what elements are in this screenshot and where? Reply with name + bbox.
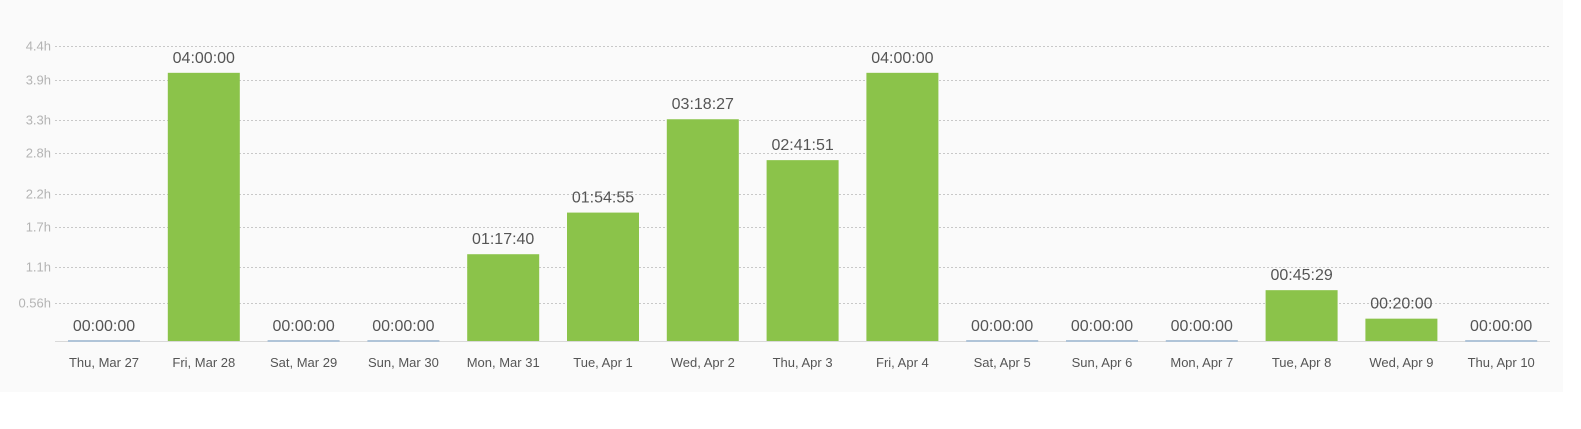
bar[interactable] bbox=[467, 254, 540, 341]
x-tick-label: Thu, Mar 27 bbox=[69, 355, 139, 370]
x-tick-label: Fri, Apr 4 bbox=[876, 355, 929, 370]
bar[interactable] bbox=[167, 72, 240, 342]
data-label: 04:00:00 bbox=[871, 50, 933, 67]
bar-zero[interactable] bbox=[367, 340, 440, 342]
bar-zero[interactable] bbox=[1165, 340, 1238, 342]
bar[interactable] bbox=[567, 212, 639, 341]
x-tick-label: Wed, Apr 9 bbox=[1369, 355, 1433, 370]
x-tick-label: Mon, Apr 7 bbox=[1170, 355, 1233, 370]
x-tick-label: Sat, Apr 5 bbox=[974, 355, 1031, 370]
x-tick-label: Wed, Apr 2 bbox=[671, 355, 735, 370]
data-label: 01:54:55 bbox=[572, 190, 634, 207]
x-tick-label: Mon, Mar 31 bbox=[467, 355, 540, 370]
x-tick-label: Sat, Mar 29 bbox=[270, 355, 337, 370]
data-label: 00:00:00 bbox=[971, 318, 1033, 335]
data-label: 00:00:00 bbox=[272, 318, 334, 335]
y-tick-label: 4.4h bbox=[26, 39, 51, 54]
data-label: 04:00:00 bbox=[173, 50, 235, 67]
bar-zero[interactable] bbox=[966, 340, 1039, 342]
data-label: 00:45:29 bbox=[1270, 267, 1332, 284]
y-axis-tick-labels: 0.56h 1.1h 1.7h 2.2h 2.8h 3.3h 3.9h 4.4h bbox=[18, 39, 51, 311]
x-tick-label: Sun, Mar 30 bbox=[368, 355, 439, 370]
bar[interactable] bbox=[1365, 318, 1438, 341]
bar-zero[interactable] bbox=[267, 340, 340, 342]
y-tick-label: 3.9h bbox=[26, 73, 51, 88]
data-label: 00:00:00 bbox=[1171, 318, 1233, 335]
bar[interactable] bbox=[1265, 290, 1338, 341]
data-label: 01:17:40 bbox=[472, 231, 534, 248]
data-label: 03:18:27 bbox=[672, 96, 734, 113]
x-tick-label: Thu, Apr 10 bbox=[1468, 355, 1535, 370]
y-tick-label: 2.8h bbox=[26, 146, 51, 161]
x-tick-label: Tue, Apr 8 bbox=[1272, 355, 1332, 370]
data-labels: 00:00:00 04:00:00 00:00:00 00:00:00 01:17:40… bbox=[73, 50, 1533, 335]
data-label: 00:00:00 bbox=[1470, 318, 1532, 335]
data-label: 02:41:51 bbox=[771, 137, 833, 154]
bar-zero[interactable] bbox=[1066, 340, 1138, 342]
x-tick-label: Sun, Apr 6 bbox=[1072, 355, 1133, 370]
y-tick-label: 1.1h bbox=[26, 260, 51, 275]
bar[interactable] bbox=[766, 160, 839, 341]
x-tick-label: Thu, Apr 3 bbox=[773, 355, 833, 370]
bar-zero[interactable] bbox=[68, 340, 140, 342]
chart-area: 0.56h 1.1h 1.7h 2.2h 2.8h 3.3h 3.9h 4.4h 00:00:… bbox=[18, 38, 1550, 370]
bar-zero[interactable] bbox=[1465, 340, 1538, 342]
x-tick-label: Fri, Mar 28 bbox=[172, 355, 235, 370]
y-tick-label: 1.7h bbox=[26, 220, 51, 235]
data-label: 00:20:00 bbox=[1370, 296, 1432, 313]
bar[interactable] bbox=[866, 72, 939, 342]
x-tick-label: Tue, Apr 1 bbox=[573, 355, 633, 370]
y-tick-label: 0.56h bbox=[18, 296, 51, 311]
data-label: 00:00:00 bbox=[372, 318, 434, 335]
x-axis-tick-labels: Thu, Mar 27 Fri, Mar 28 Sat, Mar 29 Sun, Ma… bbox=[69, 355, 1535, 370]
data-label: 00:00:00 bbox=[1071, 318, 1133, 335]
y-tick-label: 2.2h bbox=[26, 187, 51, 202]
bars bbox=[68, 72, 1538, 342]
bar[interactable] bbox=[666, 119, 739, 341]
data-label: 00:00:00 bbox=[73, 318, 135, 335]
y-tick-label: 3.3h bbox=[26, 113, 51, 128]
bar-chart: 0.56h 1.1h 1.7h 2.2h 2.8h 3.3h 3.9h 4.4h 00:00:… bbox=[18, 39, 1550, 370]
